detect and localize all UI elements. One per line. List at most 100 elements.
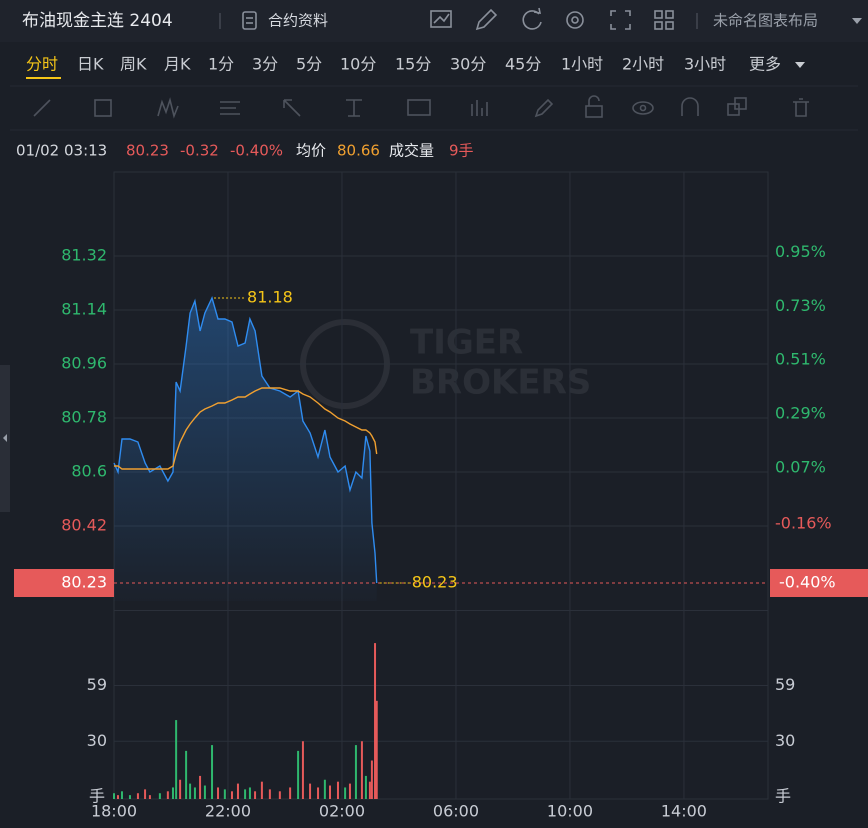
icon-part — [433, 13, 450, 24]
volume-bar — [171, 787, 174, 799]
volume-bar — [268, 789, 271, 799]
tool-icon[interactable] — [585, 105, 603, 118]
watermark-text: TIGER — [410, 323, 523, 363]
volume-bar — [120, 791, 123, 799]
layout-name[interactable]: 未命名图表布局 — [713, 12, 818, 30]
period-tab[interactable]: 周K — [120, 55, 147, 74]
volume-bar — [348, 783, 351, 799]
period-tab[interactable]: 3分 — [252, 55, 278, 74]
y2-tick-label: 0.07% — [775, 457, 826, 476]
volume-tick-label: 59 — [87, 675, 107, 694]
last-price-label: 80.23 — [412, 573, 458, 592]
y2-tick-label: 0.73% — [775, 296, 826, 315]
volume-bar — [260, 781, 263, 799]
info-change-pct: -0.40% — [230, 142, 283, 160]
period-tab[interactable]: 2小时 — [622, 55, 664, 74]
volume-unit: 手 — [89, 787, 105, 806]
volume-bar — [116, 795, 119, 799]
x-tick-label: 14:00 — [661, 802, 707, 821]
volume-bar — [230, 791, 233, 799]
volume-bar — [166, 791, 169, 799]
volume-bar — [323, 779, 326, 799]
draw-icon[interactable] — [475, 8, 498, 31]
tool-icon[interactable] — [33, 99, 51, 117]
y-tick-label: 80.42 — [61, 516, 107, 535]
tool-icon[interactable] — [157, 97, 179, 119]
volume-bar — [144, 789, 147, 799]
period-tab[interactable]: 5分 — [296, 55, 322, 74]
period-tab[interactable]: 10分 — [340, 55, 376, 74]
x-tick-label: 10:00 — [547, 802, 593, 821]
volume-bar — [329, 785, 332, 799]
period-tab[interactable]: 日K — [77, 55, 104, 74]
settings-icon[interactable] — [566, 11, 584, 29]
last-change-box — [770, 569, 868, 597]
last-price-box — [14, 569, 114, 597]
refresh-icon[interactable] — [522, 7, 542, 30]
tool-icon[interactable] — [346, 99, 362, 117]
volume-bar — [179, 779, 182, 799]
watermark-text: BROKERS — [410, 363, 591, 403]
period-tab[interactable]: 3小时 — [684, 55, 726, 74]
indicator-icon[interactable] — [430, 10, 452, 28]
volume-bar — [248, 787, 251, 799]
x-tick-label: 22:00 — [205, 802, 251, 821]
more-caret — [795, 62, 805, 68]
last-change-label: -0.40% — [779, 573, 836, 592]
average-line — [114, 387, 378, 470]
tool-icon[interactable] — [220, 101, 240, 115]
volume-tick-label: 30 — [87, 731, 107, 750]
tool-icon[interactable] — [632, 101, 654, 115]
period-tab[interactable]: 月K — [164, 55, 191, 74]
tool-icon[interactable] — [94, 99, 112, 117]
y-tick-label: 81.14 — [61, 300, 107, 319]
tool-icon[interactable] — [534, 98, 554, 118]
volume-bar — [189, 783, 192, 799]
x-tick-label: 18:00 — [91, 802, 137, 821]
period-tab[interactable]: 45分 — [505, 55, 541, 74]
period-tab[interactable]: 更多 — [749, 55, 781, 74]
price-line — [113, 296, 378, 584]
price-area — [114, 298, 377, 601]
layout-icon[interactable] — [654, 10, 674, 30]
info-price: 80.23 — [126, 142, 169, 160]
icon-part — [571, 16, 579, 24]
volume-bar — [193, 787, 196, 799]
period-tab[interactable]: 15分 — [395, 55, 431, 74]
volume-bar — [344, 787, 347, 799]
volume-bar — [236, 783, 239, 799]
tool-icon[interactable] — [283, 99, 301, 117]
fullscreen-icon[interactable] — [610, 10, 631, 30]
drawing-tools — [33, 95, 809, 119]
instrument-title: 布油现金主连 2404 — [22, 11, 173, 31]
volume-bar — [217, 787, 220, 799]
x-tick-label: 06:00 — [433, 802, 479, 821]
top-icons — [430, 7, 674, 31]
tool-icon[interactable] — [407, 99, 431, 116]
period-tab[interactable]: 1小时 — [561, 55, 603, 74]
contract-info[interactable]: 合约资料 — [268, 12, 328, 30]
last-price-axis-label: 80.23 — [61, 573, 107, 592]
tool-icon[interactable] — [681, 97, 699, 116]
contract-info-button[interactable]: 合约资料 — [242, 11, 328, 30]
volume-bar — [309, 783, 312, 799]
info-time: 01/02 03:13 — [16, 142, 107, 160]
period-tab[interactable]: 1分 — [208, 55, 234, 74]
top-bar — [0, 0, 868, 42]
volume-bar — [375, 700, 378, 799]
tool-icon[interactable] — [793, 98, 809, 117]
icon-part — [522, 10, 542, 30]
volume-bar — [364, 775, 367, 799]
icon-part — [665, 10, 674, 19]
volume-tick-label-right: 59 — [775, 675, 795, 694]
tool-icon[interactable] — [471, 100, 488, 116]
y2-tick-label: 0.51% — [775, 350, 826, 369]
volume-bar — [289, 787, 292, 799]
period-tab[interactable]: 30分 — [450, 55, 486, 74]
period-tab[interactable]: 分时 — [26, 55, 58, 74]
icon-part — [475, 8, 498, 31]
info-avg-label: 均价 — [296, 142, 326, 160]
